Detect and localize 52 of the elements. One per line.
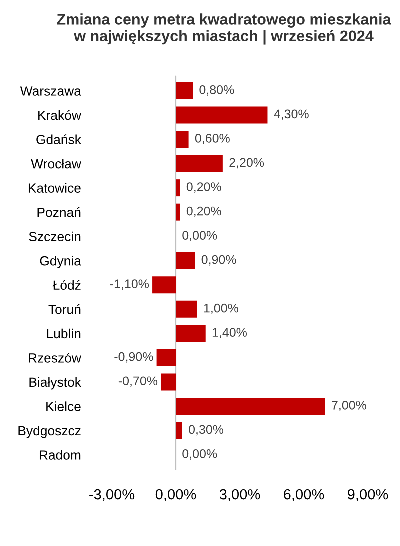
bar (176, 325, 206, 342)
data-label: 0,30% (189, 425, 224, 436)
bar (176, 398, 326, 415)
x-tick-label: 3,00% (220, 489, 260, 502)
y-tick-label: Lublin (47, 328, 81, 339)
bar (176, 300, 198, 318)
y-tick-label: Toruń (48, 304, 81, 314)
x-tick-label: 6,00% (284, 489, 324, 502)
y-tick-label: Warszawa (20, 86, 82, 96)
bar (176, 180, 180, 197)
y-tick-label: Gdynia (40, 256, 82, 268)
data-label: -0,70% (118, 376, 158, 388)
x-tick-label: 0,00% (156, 489, 196, 502)
data-label: 0,00% (182, 450, 218, 460)
data-label: 0,20% (186, 206, 222, 218)
y-tick-label: Poznań (38, 207, 81, 218)
bar (176, 106, 268, 124)
y-tick-label: Białystok (30, 377, 82, 390)
y-tick-label: Katowice (28, 183, 81, 193)
x-tick-label: 9,00% (348, 489, 388, 502)
y-tick-label: Wrocław (31, 159, 82, 169)
data-label: 1,40% (212, 328, 248, 338)
data-label: 0,80% (200, 86, 234, 96)
data-label: 7,00% (332, 400, 366, 412)
data-label: 0,60% (195, 134, 230, 144)
data-label: 1,00% (204, 304, 238, 314)
y-tick-label: Rzeszów (29, 353, 82, 363)
bar (176, 252, 196, 270)
y-tick-label: Szczecin (29, 232, 81, 242)
data-label: -0,90% (114, 352, 154, 363)
y-tick-label: Łódź (52, 280, 81, 290)
data-label: -1,10% (110, 280, 150, 290)
chart-title: Zmiana ceny metra kwadratowego mieszkania w największych miastach | wrzesień 2024 (57, 14, 392, 45)
y-tick-label: Bydgoszcz (18, 426, 81, 438)
y-tick-label: Kraków (38, 110, 82, 120)
data-label: 2,20% (230, 158, 264, 169)
data-label: 4,30% (274, 110, 309, 120)
y-tick-label: Kielce (46, 402, 81, 412)
x-tick-label: -3,00% (90, 489, 135, 502)
data-label: 0,20% (186, 182, 222, 193)
data-label: 0,90% (202, 255, 236, 266)
bar (176, 131, 189, 148)
y-tick-label: Gdańsk (36, 134, 82, 144)
bar (156, 349, 176, 366)
bar (176, 82, 194, 100)
data-label: 0,00% (182, 231, 218, 242)
bar (161, 374, 176, 391)
bar (176, 422, 182, 440)
bar (176, 204, 180, 221)
bar (152, 276, 176, 294)
bar (176, 155, 223, 172)
y-tick-label: Radom (40, 450, 81, 460)
